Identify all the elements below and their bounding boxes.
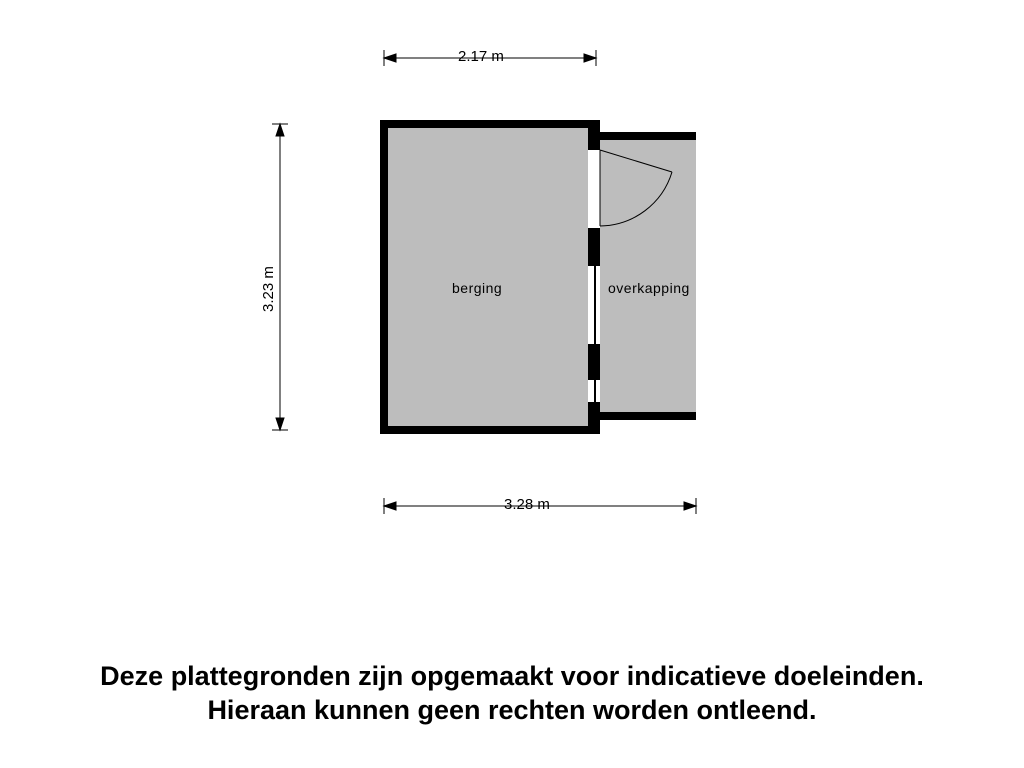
wall-berging-bottom <box>380 426 596 434</box>
disclaimer-line1: Deze plattegronden zijn opgemaakt voor i… <box>100 661 924 691</box>
floorplan-stage: berging overkapping 2.17 m 3.28 m 3.23 m <box>0 0 1024 768</box>
wall-mid-top <box>588 120 600 150</box>
wall-mid-upper <box>588 228 600 266</box>
window-strip-2 <box>594 380 596 402</box>
wall-berging-left <box>380 120 388 434</box>
disclaimer-line2: Hieraan kunnen geen rechten worden ontle… <box>207 695 816 725</box>
room-overkapping-fill <box>600 140 696 412</box>
disclaimer: Deze plattegronden zijn opgemaakt voor i… <box>0 660 1024 728</box>
room-overkapping-label: overkapping <box>608 280 690 296</box>
window-strip-1 <box>594 266 596 344</box>
dim-left-label: 3.23 m <box>260 266 277 312</box>
room-berging-label: berging <box>452 280 502 296</box>
room-berging-fill <box>388 128 588 426</box>
wall-mid-bottom <box>588 402 600 434</box>
wall-mid-lower <box>588 344 600 380</box>
dim-top-label: 2.17 m <box>458 48 504 65</box>
wall-overk-top <box>600 132 696 140</box>
wall-overk-bottom <box>600 412 696 420</box>
wall-berging-top <box>380 120 596 128</box>
dim-bottom-label: 3.28 m <box>504 496 550 513</box>
